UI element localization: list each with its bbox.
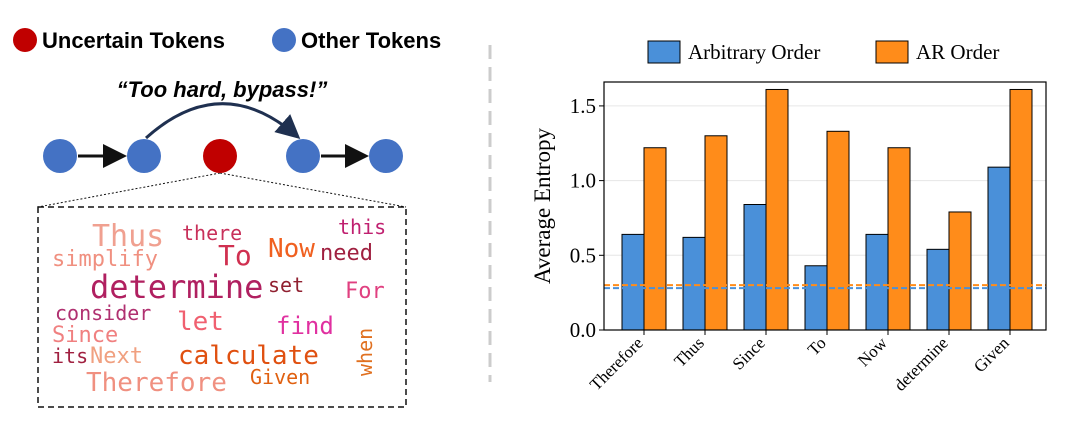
legend-label: AR Order <box>916 40 999 64</box>
legend-label: Arbitrary Order <box>688 40 820 64</box>
legend-marker <box>13 28 37 52</box>
zoom-line <box>219 172 407 208</box>
bar <box>621 233 645 331</box>
word: its <box>52 344 88 368</box>
word: need <box>320 241 373 266</box>
bar <box>804 265 828 331</box>
y-axis-label: Average Entropy <box>530 127 555 284</box>
word: Next <box>90 344 143 369</box>
zoom-line <box>37 172 221 208</box>
x-tick-label: Thus <box>670 333 707 370</box>
x-tick-label: determine <box>890 333 951 394</box>
legend-swatch <box>875 40 909 64</box>
word: there <box>182 221 242 245</box>
word: Now <box>268 234 315 264</box>
word: find <box>276 312 334 340</box>
x-tick-label: Therefore <box>586 333 647 394</box>
x-tick-label: Since <box>729 333 769 373</box>
bar <box>743 204 767 331</box>
bar <box>987 166 1011 331</box>
quote: “Too hard, bypass!” <box>117 77 328 102</box>
bar <box>865 233 889 331</box>
word: determine <box>90 268 263 306</box>
bar <box>1009 88 1033 331</box>
legend-label: Uncertain Tokens <box>42 28 225 53</box>
token-node <box>203 139 237 173</box>
token-node <box>43 139 77 173</box>
token-node <box>369 139 403 173</box>
word: when <box>353 328 377 376</box>
legend-marker <box>272 28 296 52</box>
bar <box>948 211 972 331</box>
token-node <box>127 139 161 173</box>
word: set <box>268 273 304 297</box>
x-tick-label: Given <box>970 333 1013 376</box>
bar <box>643 147 667 331</box>
x-tick-label: To <box>804 333 830 359</box>
legend-swatch <box>647 40 681 64</box>
skip-arrow <box>145 102 301 140</box>
y-tick-label: 0.0 <box>570 318 596 342</box>
word: To <box>218 239 252 272</box>
bar <box>926 248 950 331</box>
word: Thus <box>92 219 164 254</box>
y-tick-label: 1.5 <box>570 94 596 118</box>
word-cloud-box <box>37 206 407 408</box>
bar <box>765 88 789 331</box>
word: Given <box>250 365 310 389</box>
word: let <box>177 307 224 337</box>
word: this <box>338 215 386 239</box>
bar <box>887 147 911 331</box>
word: Since <box>52 323 118 348</box>
y-tick-label: 0.5 <box>570 243 596 267</box>
word: Therefore <box>86 368 227 398</box>
word: calculate <box>178 341 319 371</box>
bar <box>704 135 728 331</box>
token-node <box>286 139 320 173</box>
plot-frame <box>603 81 1047 331</box>
bar <box>682 236 706 331</box>
word: For <box>345 279 385 304</box>
bar <box>826 130 850 331</box>
word: consider <box>55 301 151 325</box>
word: simplify <box>52 247 158 272</box>
y-tick-label: 1.0 <box>570 169 596 193</box>
legend-label: Other Tokens <box>301 28 441 53</box>
x-tick-label: Now <box>854 333 891 370</box>
